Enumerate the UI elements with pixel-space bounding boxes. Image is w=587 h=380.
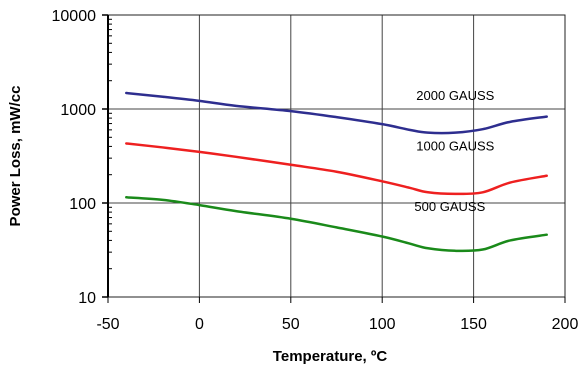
series-line-1 (125, 142, 548, 196)
x-tick-label: 0 (195, 316, 204, 333)
x-axis-title: Temperature, ºC (273, 348, 388, 365)
y-tick-label: 10000 (52, 8, 97, 25)
label-layer: -50 0 50 100 150 200 10 100 1000 10000 2000 GAUSS 1… (52, 8, 579, 333)
y-tick-label: 1000 (60, 102, 96, 119)
x-tick-label: 100 (369, 316, 396, 333)
y-tick-label: 100 (69, 196, 96, 213)
y-tick-label: 10 (78, 290, 96, 307)
y-axis-title: Power Loss, mW/cc (7, 86, 24, 227)
x-tick-label: 150 (460, 316, 487, 333)
series-line-2 (125, 196, 548, 253)
series-line-0 (125, 91, 548, 135)
x-tick-label: 200 (552, 316, 579, 333)
plot-border (107, 14, 566, 298)
series-layer (125, 91, 548, 253)
curve-label-2: 500 GAUSS (414, 199, 485, 214)
axis-layer (102, 14, 566, 303)
x-tick-label: -50 (96, 316, 119, 333)
curve-label-0: 2000 GAUSS (416, 88, 494, 103)
x-tick-label: 50 (282, 316, 300, 333)
grid-layer (108, 15, 565, 297)
curve-label-1: 1000 GAUSS (416, 139, 494, 154)
